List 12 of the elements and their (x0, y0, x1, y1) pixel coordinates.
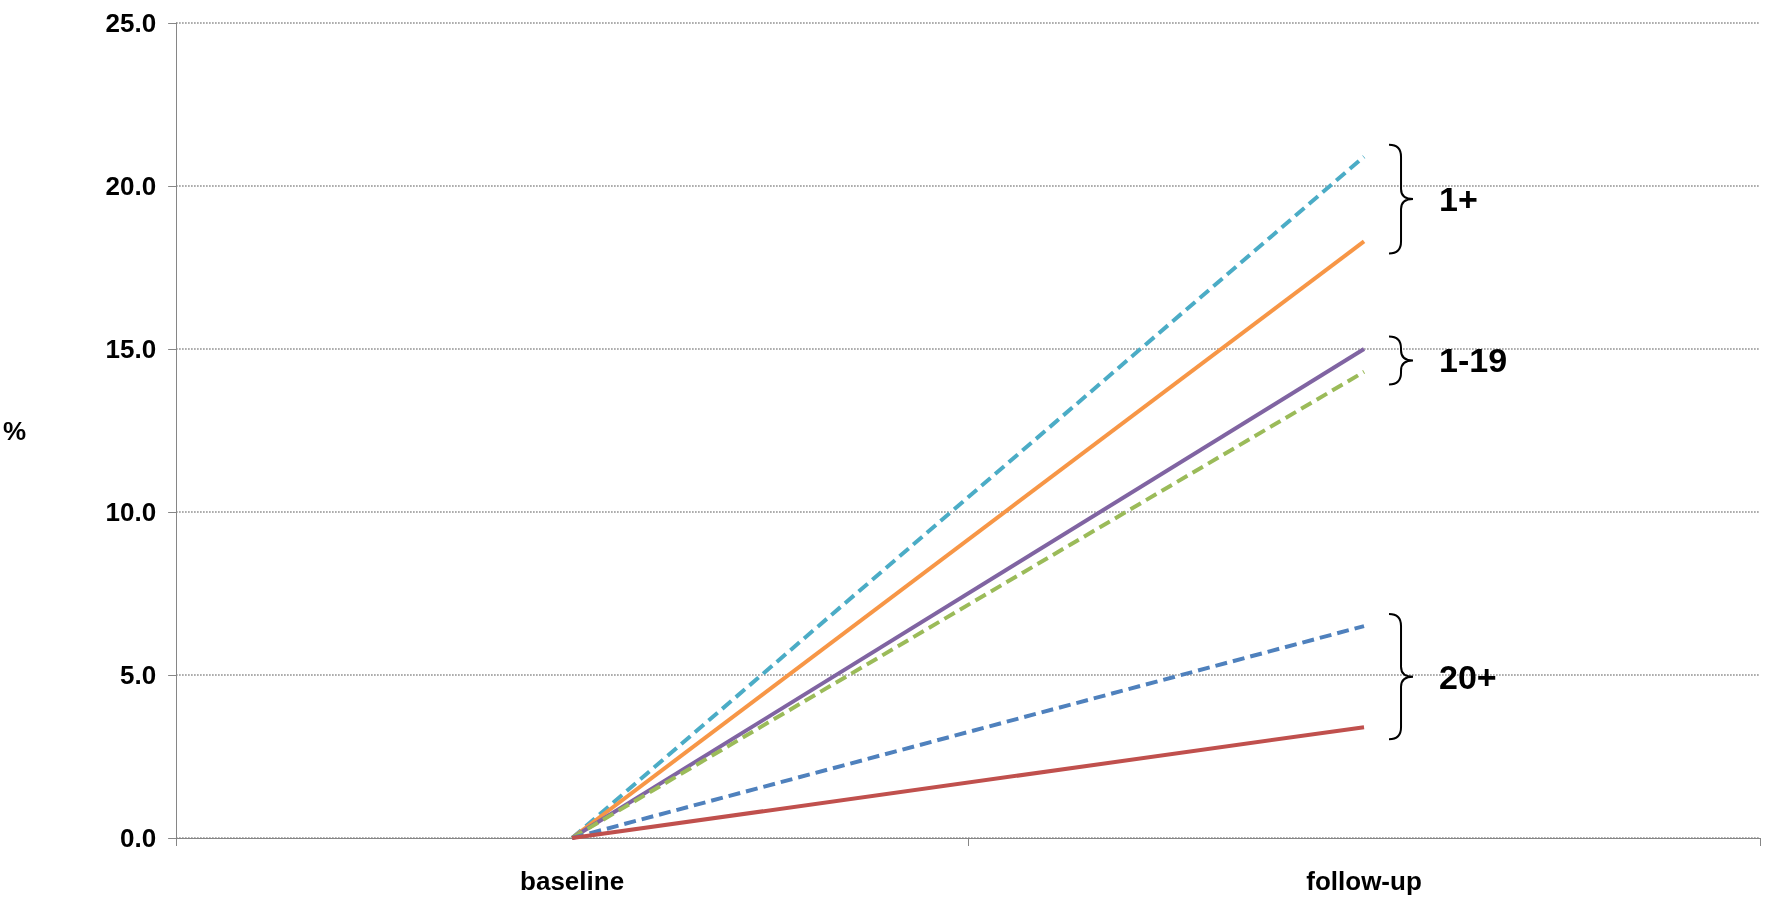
y-tick-label: 0.0 (119, 823, 157, 853)
annotation: 1-19 (1439, 341, 1508, 380)
y-axis-title: % (2, 415, 27, 446)
y-tick-label: 25.0 (105, 8, 157, 38)
y-tick-label: 15.0 (105, 334, 157, 364)
y-tick-label: 5.0 (119, 660, 157, 690)
y-tick-label: 10.0 (105, 497, 157, 527)
x-tick-label: follow-up (1306, 866, 1422, 896)
annotation: 20+ (1439, 657, 1497, 696)
y-tick-label: 20.0 (105, 171, 157, 201)
annotation: 1+ (1439, 180, 1478, 219)
x-tick-label: baseline (520, 866, 625, 896)
